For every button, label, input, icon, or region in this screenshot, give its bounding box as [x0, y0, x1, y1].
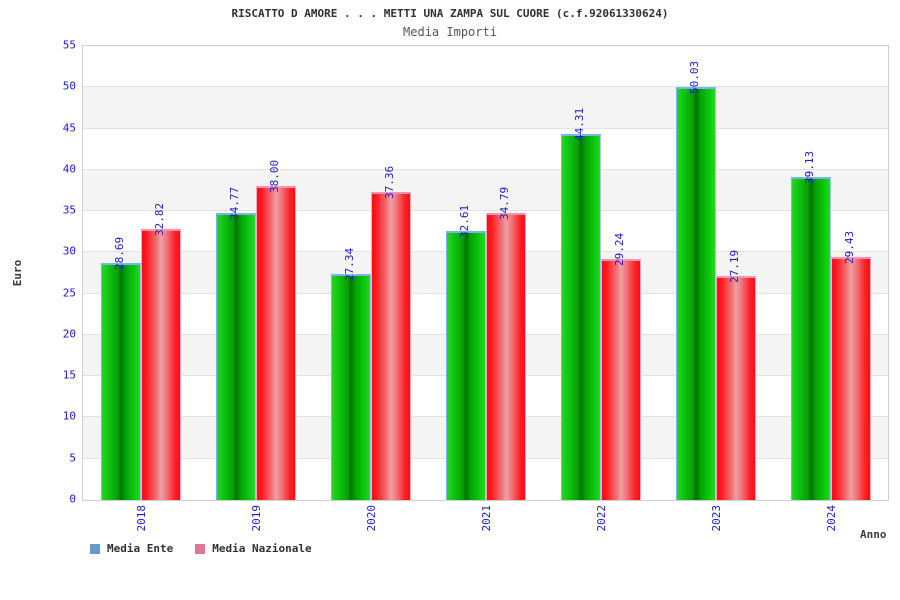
bar-ente-2021: [445, 230, 486, 500]
bar-naz-2021: [485, 212, 526, 500]
gridline: [83, 210, 888, 212]
plot-area: 28.69 32.82 34.77 38.00 27.34 37.36 32.61 34.79…: [82, 45, 889, 501]
y-tick-label: 25: [62, 286, 76, 300]
gridline: [83, 127, 888, 129]
y-tick-label: 5: [69, 451, 76, 465]
bar-ente-2024: [790, 177, 831, 500]
legend-swatch-icon: [195, 543, 206, 554]
bar-naz-2024: [830, 257, 871, 500]
bar-value-label: 34.77: [227, 186, 241, 220]
bar-naz-2019: [255, 186, 296, 500]
legend-item-media-nazionale[interactable]: Media Nazionale: [195, 542, 312, 555]
bar-naz-2023: [715, 275, 756, 500]
bar-naz-2018: [140, 229, 181, 500]
bar-value-label: 28.69: [112, 237, 126, 271]
bar-value-label: 27.34: [342, 248, 356, 282]
bar-value-label: 32.61: [457, 204, 471, 238]
plot-band: [83, 87, 888, 129]
bar-value-label: 38.00: [267, 160, 281, 194]
bar-ente-2018: [100, 263, 141, 500]
y-tick-label: 15: [62, 368, 76, 382]
bar-ente-2019: [215, 213, 256, 500]
bar-value-label: 50.03: [687, 60, 701, 95]
bar-value-label: 29.24: [612, 232, 626, 266]
bar-value-label: 29.43: [842, 230, 856, 265]
x-tick-label: 2024: [824, 505, 838, 532]
gridline: [83, 86, 888, 88]
chart-title: RISCATTO D AMORE . . . METTI UNA ZAMPA S…: [231, 7, 669, 20]
x-tick-label: 2021: [479, 505, 493, 532]
y-tick-label: 35: [62, 203, 76, 217]
y-axis: Euro 0 5 10 15 20 25 30 35 40 45 50 55: [11, 39, 76, 506]
bar-naz-2022: [600, 258, 641, 500]
legend-label: Media Ente: [107, 542, 174, 555]
bar-ente-2023: [675, 87, 716, 500]
legend-item-media-ente[interactable]: Media Ente: [90, 542, 173, 555]
bar-value-label: 44.31: [572, 108, 586, 142]
y-tick-label: 10: [62, 409, 76, 423]
bar-value-label: 37.36: [382, 165, 396, 199]
gridline: [83, 168, 888, 170]
bar-value-label: 32.82: [152, 202, 166, 237]
y-tick-label: 45: [62, 121, 76, 135]
y-tick-label: 50: [62, 79, 76, 93]
legend-swatch-icon: [90, 543, 100, 554]
x-tick-label: 2019: [249, 505, 263, 532]
y-tick-label: 20: [62, 327, 76, 341]
bar-ente-2022: [560, 134, 601, 500]
y-tick-label: 55: [62, 38, 76, 52]
y-tick-label: 30: [62, 244, 76, 258]
chart-subtitle: Media Importi: [403, 25, 497, 39]
chart-legend: Media Ente Media Nazionale: [90, 542, 312, 555]
x-axis-title: Anno: [860, 528, 887, 541]
bar-naz-2020: [370, 191, 411, 500]
bar-value-label: 27.19: [727, 249, 741, 283]
x-tick-label: 2018: [134, 505, 148, 532]
bar-value-label: 34.79: [497, 186, 511, 220]
y-axis-title: Euro: [10, 259, 24, 287]
y-tick-label: 40: [62, 162, 76, 176]
x-tick-label: 2023: [709, 505, 723, 532]
y-tick-label: 0: [69, 492, 76, 506]
bar-value-label: 39.13: [802, 150, 816, 184]
x-tick-label: 2022: [594, 505, 608, 532]
x-tick-label: 2020: [364, 505, 378, 532]
legend-label: Media Nazionale: [212, 542, 312, 555]
bar-ente-2020: [330, 274, 371, 500]
plot-band: [83, 169, 888, 212]
